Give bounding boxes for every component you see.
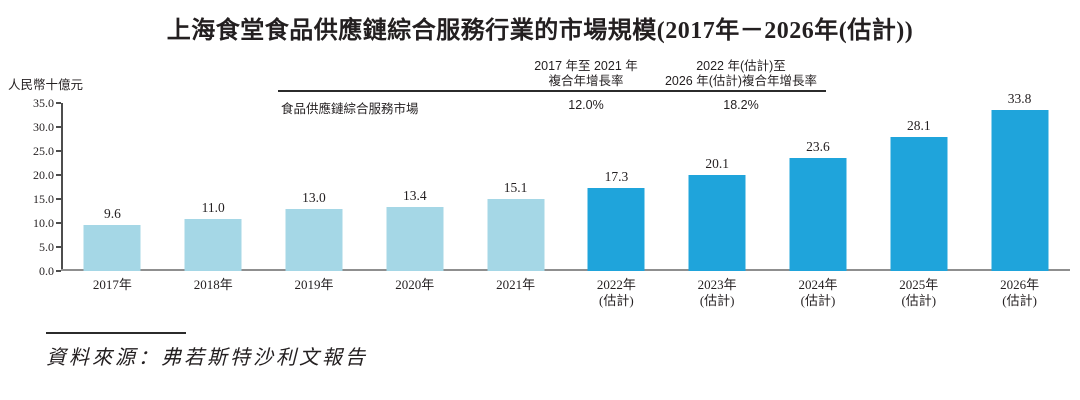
x-tick-label-year: 2020年 [395, 277, 435, 292]
bar-slot: 28.1 [868, 104, 969, 271]
cagr-value-2022-2026: 18.2% [723, 98, 759, 112]
y-tick-label: 25.0 [33, 144, 54, 158]
bar-value-label: 11.0 [201, 199, 225, 215]
x-tick-label: 2023年 (估計) [667, 277, 768, 308]
cagr-row-label: 食品供應鏈綜合服務市場 [281, 102, 419, 116]
source-divider [46, 332, 186, 334]
x-tick-label-year: 2018年 [193, 277, 233, 292]
bar-value-label: 15.1 [503, 179, 528, 195]
bar-value-label: 20.1 [705, 156, 729, 172]
x-tick-label: 2022年 (估計) [566, 277, 667, 308]
bar [285, 208, 343, 271]
y-tick-mark [56, 222, 61, 224]
bar-slot: 17.3 [566, 104, 667, 271]
bar-value-label: 13.4 [402, 188, 427, 204]
chart-title: 上海食堂食品供應鏈綜合服務行業的市場規模(2017年－2026年(估計)) [166, 18, 914, 44]
y-tick-label: 0.0 [39, 264, 54, 278]
cagr-header-period-2-line1: 2022 年(估計)至 [696, 59, 786, 73]
x-tick-label-estimate: (估計) [699, 292, 735, 308]
bar-value-label: 23.6 [806, 139, 830, 155]
y-tick-label: 35.0 [33, 96, 54, 110]
x-tick-label-year: 2021年 [496, 277, 536, 292]
x-tick-label-year: 2023年 [697, 277, 737, 292]
bar-slot: 20.1 [667, 104, 768, 271]
y-axis-unit-label: 人民幣十億元 [8, 78, 84, 92]
cagr-header-period-1-line2: 複合年增長率 [548, 74, 624, 88]
bar [386, 207, 444, 271]
bar-slot: 23.6 [768, 104, 869, 271]
x-tick-label: 2025年 (估計) [868, 277, 969, 308]
bar [890, 136, 948, 271]
y-axis-line [61, 103, 63, 271]
bar-value-label: 13.0 [302, 189, 326, 205]
x-tick-label-year: 2017年 [92, 277, 132, 292]
x-tick-label: 2021年 [465, 277, 566, 308]
y-tick-label: 30.0 [33, 120, 54, 134]
y-tick-label: 15.0 [33, 192, 54, 206]
y-tick-mark [56, 270, 61, 272]
y-tick-mark [56, 102, 61, 104]
x-tick-label-year: 2024年 [798, 277, 838, 292]
bar [487, 198, 545, 271]
bar [184, 218, 242, 271]
y-tick-mark [56, 174, 61, 176]
bar-slot: 33.8 [969, 91, 1070, 271]
cagr-table-rule [278, 90, 826, 92]
cagr-header-period-1-line1: 2017 年至 2021 年 [534, 59, 638, 73]
y-tick-label: 10.0 [33, 216, 54, 230]
bar-value-label: 9.6 [103, 206, 121, 222]
x-tick-label-estimate: (估計) [1002, 292, 1037, 308]
y-tick-label: 20.0 [33, 168, 54, 182]
x-tick-label-year: 2026年 [1000, 277, 1040, 292]
x-axis-labels: 2017年 2018年 2019年 2020年 2021年 2022年 (估計) 2023年(… [62, 277, 1070, 308]
bar-slot: 15.1 [465, 104, 566, 271]
bar-series: 9.6 11.0 13.0 13.4 15.1 17.3 20.1 23.6 28.1 33.8 [62, 91, 1070, 271]
x-tick-label-estimate: (估計) [599, 292, 634, 308]
y-tick-mark [56, 126, 61, 128]
y-tick-label: 5.0 [39, 240, 54, 254]
cagr-value-2017-2021: 12.0% [568, 98, 604, 112]
x-tick-label: 2017年 [62, 277, 163, 308]
x-tick-label: 2024年 (估計) [768, 277, 869, 308]
x-tick-label-year: 2025年 [899, 277, 939, 292]
y-tick-mark [56, 198, 61, 200]
x-tick-label: 2026年 (估計) [969, 277, 1070, 308]
bar-slot: 13.4 [364, 104, 465, 271]
bar-value-label: 17.3 [604, 169, 629, 185]
x-axis-line [61, 269, 1070, 271]
bar [789, 158, 847, 271]
bar-value-label: 33.8 [1007, 90, 1032, 106]
x-tick-label-year: 2019年 [294, 277, 334, 292]
cagr-header-period-2: 2022 年(估計)至 2026 年(估計)複合年增長率 [606, 59, 876, 89]
y-tick-mark [56, 246, 61, 248]
x-tick-label: 2019年 [264, 277, 365, 308]
x-tick-label-year: 2022年 [596, 277, 636, 292]
bar [587, 188, 645, 271]
y-tick-mark [56, 150, 61, 152]
cagr-header-period-1: 2017 年至 2021 年 複合年增長率 [486, 59, 686, 89]
x-tick-label-estimate: (估計) [901, 292, 937, 308]
x-tick-label-estimate: (估計) [800, 292, 836, 308]
bar [688, 175, 746, 271]
bar-slot: 13.0 [264, 104, 365, 271]
bar-slot: 9.6 [62, 104, 163, 271]
source-note: 資料來源：弗若斯特沙利文報告 [46, 347, 368, 369]
bar-value-label: 28.1 [906, 117, 931, 133]
bar [991, 109, 1049, 271]
cagr-header-period-2-line2: 2026 年(估計)複合年增長率 [664, 74, 818, 88]
bar-slot: 11.0 [163, 104, 264, 271]
bar [83, 225, 141, 271]
x-tick-label: 2020年 [364, 277, 465, 308]
x-tick-label: 2018年 [163, 277, 264, 308]
